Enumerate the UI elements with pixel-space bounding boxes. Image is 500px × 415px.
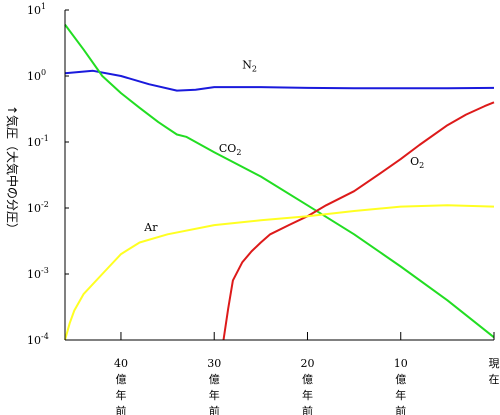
x-tick-label-line: 前 — [115, 404, 126, 415]
series-label-o2: O2 — [410, 155, 424, 170]
y-tick-exponent: -2 — [41, 200, 49, 209]
y-tick-base: 10 — [27, 202, 41, 215]
axes-layer — [64, 9, 495, 341]
x-tick-label-line: 年 — [302, 388, 313, 402]
series-line-o2 — [222, 101, 495, 341]
series-label-ar: Ar — [143, 221, 158, 234]
x-tick-label-line: 年 — [395, 388, 406, 402]
y-tick-label: 10-1 — [27, 134, 49, 149]
y-tick-base: 10 — [27, 4, 41, 17]
y-tick-label: 100 — [27, 68, 46, 83]
series-line-ar — [64, 204, 495, 341]
y-tick-base: 10 — [27, 334, 41, 347]
y-tick-exponent: -1 — [41, 134, 49, 143]
x-tick-label-line: 10 — [394, 357, 408, 370]
y-tick-label: 10-3 — [27, 266, 49, 281]
y-tick-label: 10-2 — [27, 200, 49, 215]
series-label-main: N — [242, 58, 252, 71]
series-label-main: Ar — [143, 221, 158, 234]
series-label-co2: CO2 — [219, 142, 242, 157]
y-axis-label: ↑気圧（大気中の分圧） — [5, 105, 20, 235]
x-tick-label-line: 現 — [489, 357, 500, 370]
series-layer — [64, 24, 495, 341]
labels-layer: 10110010-110-210-310-440億年前30億年前20億年前10億… — [27, 2, 500, 415]
x-tick-label-line: 億 — [209, 373, 220, 386]
series-label-subscript: 2 — [419, 161, 424, 170]
series-label-subscript: 2 — [252, 64, 257, 73]
series-line-n2 — [64, 69, 495, 92]
series-label-main: O — [410, 155, 419, 168]
x-tick-label-line: 前 — [302, 404, 313, 415]
x-tick-label-line: 20 — [300, 357, 314, 370]
x-tick-label-line: 億 — [395, 373, 406, 386]
x-tick-label-line: 億 — [115, 373, 126, 386]
y-tick-label: 10-4 — [27, 332, 49, 347]
x-tick-label-line: 前 — [395, 404, 406, 415]
x-tick-label-line: 億 — [302, 373, 313, 386]
series-label-main: CO — [219, 142, 236, 155]
x-tick-label-line: 在 — [489, 373, 500, 386]
y-axis-label-text: ↑気圧（大気中の分圧） — [5, 105, 20, 235]
x-tick-label-line: 40 — [114, 357, 128, 370]
y-tick-exponent: 0 — [41, 68, 46, 77]
series-label-subscript: 2 — [236, 148, 241, 157]
x-tick-label-line: 30 — [207, 357, 221, 370]
x-tick-label-line: 年 — [209, 388, 220, 402]
y-tick-base: 10 — [27, 136, 41, 149]
series-label-n2: N2 — [242, 58, 257, 73]
y-tick-exponent: -4 — [41, 332, 49, 341]
y-tick-exponent: -3 — [41, 266, 49, 275]
y-tick-exponent: 1 — [41, 2, 46, 11]
y-tick-base: 10 — [27, 268, 41, 281]
y-tick-label: 101 — [27, 2, 46, 17]
series-line-co2 — [64, 24, 495, 339]
x-tick-label-line: 前 — [209, 404, 220, 415]
x-tick-label-line: 年 — [115, 388, 126, 402]
y-tick-base: 10 — [27, 70, 41, 83]
